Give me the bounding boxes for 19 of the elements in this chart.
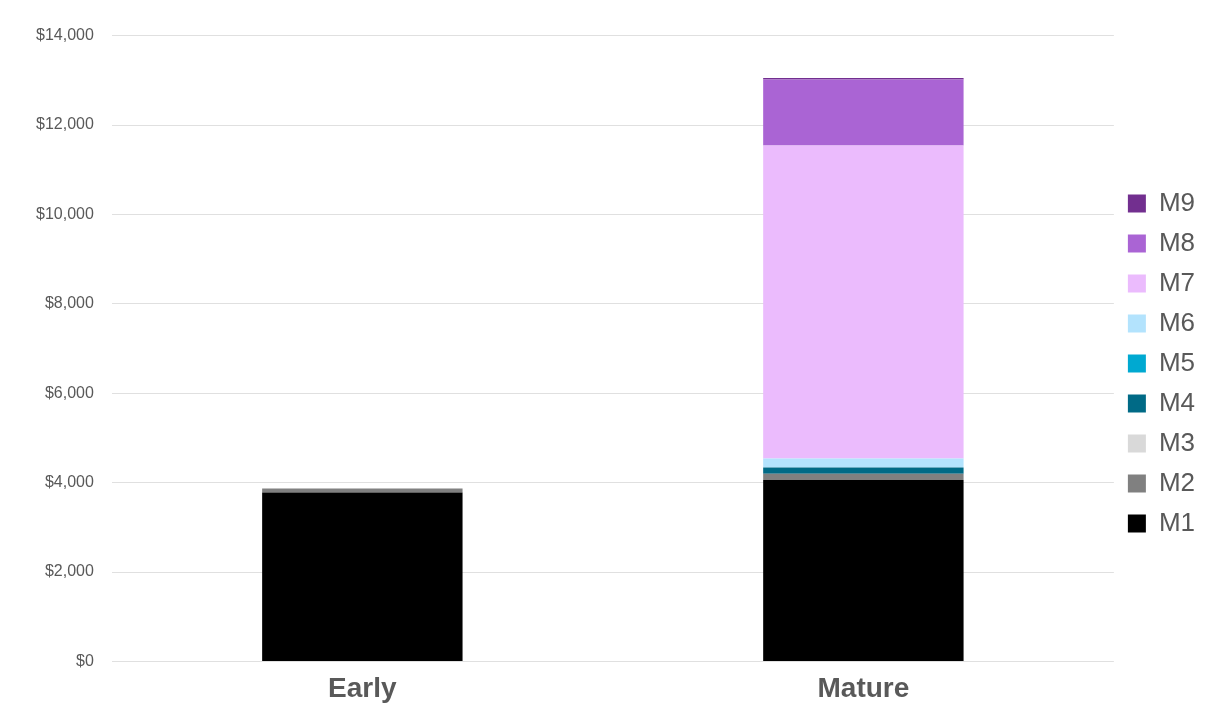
y-tick-label: $6,000	[44, 383, 94, 401]
y-tick-label: $2,000	[44, 562, 94, 580]
legend-label: M2	[1158, 466, 1196, 497]
y-tick-label: $14,000	[35, 26, 94, 44]
x-tick-label: Early	[328, 671, 398, 703]
legend-label: M7	[1158, 266, 1196, 297]
legend-label: M4	[1158, 386, 1196, 417]
legend-label: M5	[1158, 346, 1196, 377]
x-tick-label: Mature	[817, 671, 910, 703]
legend-label: M3	[1158, 426, 1196, 457]
legend-label: M9	[1158, 186, 1196, 217]
y-tick-label: $8,000	[44, 294, 94, 312]
y-tick-label: $4,000	[44, 473, 94, 491]
y-tick-label: $12,000	[35, 115, 94, 133]
legend-label: M6	[1158, 306, 1196, 337]
y-tick-label: $0	[76, 651, 94, 669]
legend-label: M1	[1158, 506, 1196, 537]
y-tick-label: $10,000	[35, 204, 94, 222]
legend-label: M8	[1158, 226, 1196, 257]
